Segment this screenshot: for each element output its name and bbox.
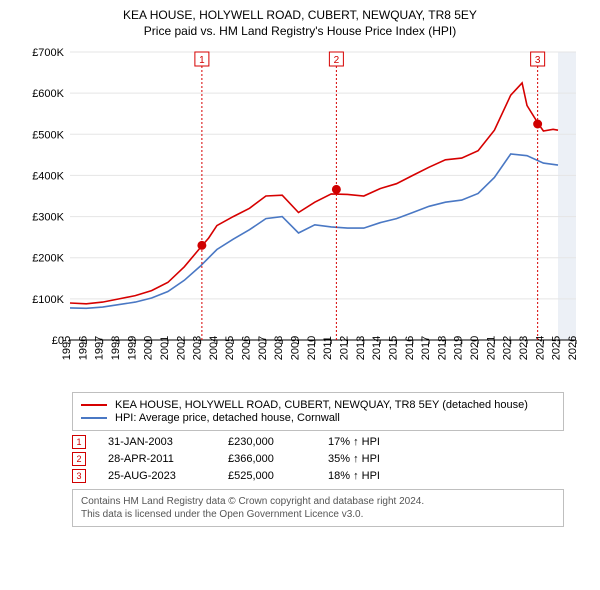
x-tick-label: 2011 <box>322 336 334 360</box>
events-table: 1 31-JAN-2003£230,00017% ↑ HPI 2 28-APR-201… <box>72 435 564 483</box>
x-tick-label: 1997 <box>94 336 106 360</box>
legend-row: KEA HOUSE, HOLYWELL ROAD, CUBERT, NEWQUA… <box>81 399 555 411</box>
y-tick-label: £500K <box>32 129 64 141</box>
event-row: 2 28-APR-2011£366,00035% ↑ HPI <box>72 452 564 466</box>
event-price: £230,000 <box>228 436 328 448</box>
event-date: 25-AUG-2023 <box>108 470 228 482</box>
line-chart-svg: £0£100K£200K£300K£400K£500K£600K£700K199… <box>16 46 584 386</box>
x-tick-label: 2007 <box>257 336 269 360</box>
x-tick-label: 2020 <box>469 336 481 360</box>
y-tick-label: £300K <box>32 212 64 224</box>
chart-title: KEA HOUSE, HOLYWELL ROAD, CUBERT, NEWQUA… <box>10 8 590 22</box>
event-price: £525,000 <box>228 470 328 482</box>
x-tick-label: 1995 <box>61 336 73 360</box>
event-delta: 35% ↑ HPI <box>328 453 448 465</box>
event-price-marker <box>198 241 206 249</box>
event-price-marker <box>534 120 542 128</box>
legend-swatch <box>81 417 107 419</box>
x-tick-label: 2004 <box>208 336 220 360</box>
attribution-footer: Contains HM Land Registry data © Crown c… <box>72 489 564 527</box>
x-tick-label: 2013 <box>355 336 367 360</box>
event-date: 28-APR-2011 <box>108 453 228 465</box>
event-delta: 17% ↑ HPI <box>328 436 448 448</box>
legend-label: KEA HOUSE, HOLYWELL ROAD, CUBERT, NEWQUA… <box>115 399 528 411</box>
x-tick-label: 2009 <box>290 336 302 360</box>
x-tick-label: 2005 <box>224 336 236 360</box>
x-tick-label: 2014 <box>371 336 383 360</box>
x-tick-label: 2008 <box>273 336 285 360</box>
legend: KEA HOUSE, HOLYWELL ROAD, CUBERT, NEWQUA… <box>72 392 564 431</box>
event-marker-label: 2 <box>334 55 340 66</box>
x-tick-label: 2000 <box>143 336 155 360</box>
event-date: 31-JAN-2003 <box>108 436 228 448</box>
event-marker-label: 3 <box>535 55 541 66</box>
x-tick-label: 2016 <box>404 336 416 360</box>
event-number-box: 3 <box>72 469 86 483</box>
x-tick-label: 1996 <box>77 336 89 360</box>
x-tick-label: 1998 <box>110 336 122 360</box>
y-tick-label: £100K <box>32 294 64 306</box>
footer-line-1: Contains HM Land Registry data © Crown c… <box>81 495 555 508</box>
event-number-box: 2 <box>72 452 86 466</box>
x-tick-label: 2015 <box>387 336 399 360</box>
legend-swatch <box>81 404 107 406</box>
x-tick-label: 1999 <box>126 336 138 360</box>
event-delta: 18% ↑ HPI <box>328 470 448 482</box>
x-tick-label: 2002 <box>175 336 187 360</box>
event-number-box: 1 <box>72 435 86 449</box>
footer-line-2: This data is licensed under the Open Gov… <box>81 508 555 521</box>
event-row: 1 31-JAN-2003£230,00017% ↑ HPI <box>72 435 564 449</box>
x-tick-label: 2024 <box>534 336 546 360</box>
event-row: 3 25-AUG-2023£525,00018% ↑ HPI <box>72 469 564 483</box>
x-tick-label: 2018 <box>436 336 448 360</box>
series-line <box>70 154 558 308</box>
chart-subtitle: Price paid vs. HM Land Registry's House … <box>10 24 590 38</box>
x-tick-label: 2021 <box>485 336 497 360</box>
x-tick-label: 2026 <box>567 336 579 360</box>
x-tick-label: 2022 <box>502 336 514 360</box>
x-tick-label: 2006 <box>241 336 253 360</box>
x-tick-label: 2012 <box>338 336 350 360</box>
x-tick-label: 2001 <box>159 336 171 360</box>
x-tick-label: 2023 <box>518 336 530 360</box>
y-tick-label: £700K <box>32 47 64 59</box>
event-price: £366,000 <box>228 453 328 465</box>
x-tick-label: 2019 <box>453 336 465 360</box>
x-tick-label: 2010 <box>306 336 318 360</box>
y-tick-label: £200K <box>32 253 64 265</box>
series-line <box>70 83 558 304</box>
legend-row: HPI: Average price, detached house, Corn… <box>81 412 555 424</box>
event-marker-label: 1 <box>199 55 205 66</box>
x-tick-label: 2025 <box>551 336 563 360</box>
chart-header: KEA HOUSE, HOLYWELL ROAD, CUBERT, NEWQUA… <box>0 0 600 42</box>
y-tick-label: £400K <box>32 170 64 182</box>
x-tick-label: 2017 <box>420 336 432 360</box>
legend-label: HPI: Average price, detached house, Corn… <box>115 412 340 424</box>
chart-area: £0£100K£200K£300K£400K£500K£600K£700K199… <box>16 46 584 386</box>
event-price-marker <box>332 185 340 193</box>
y-tick-label: £600K <box>32 88 64 100</box>
future-band <box>558 52 576 340</box>
